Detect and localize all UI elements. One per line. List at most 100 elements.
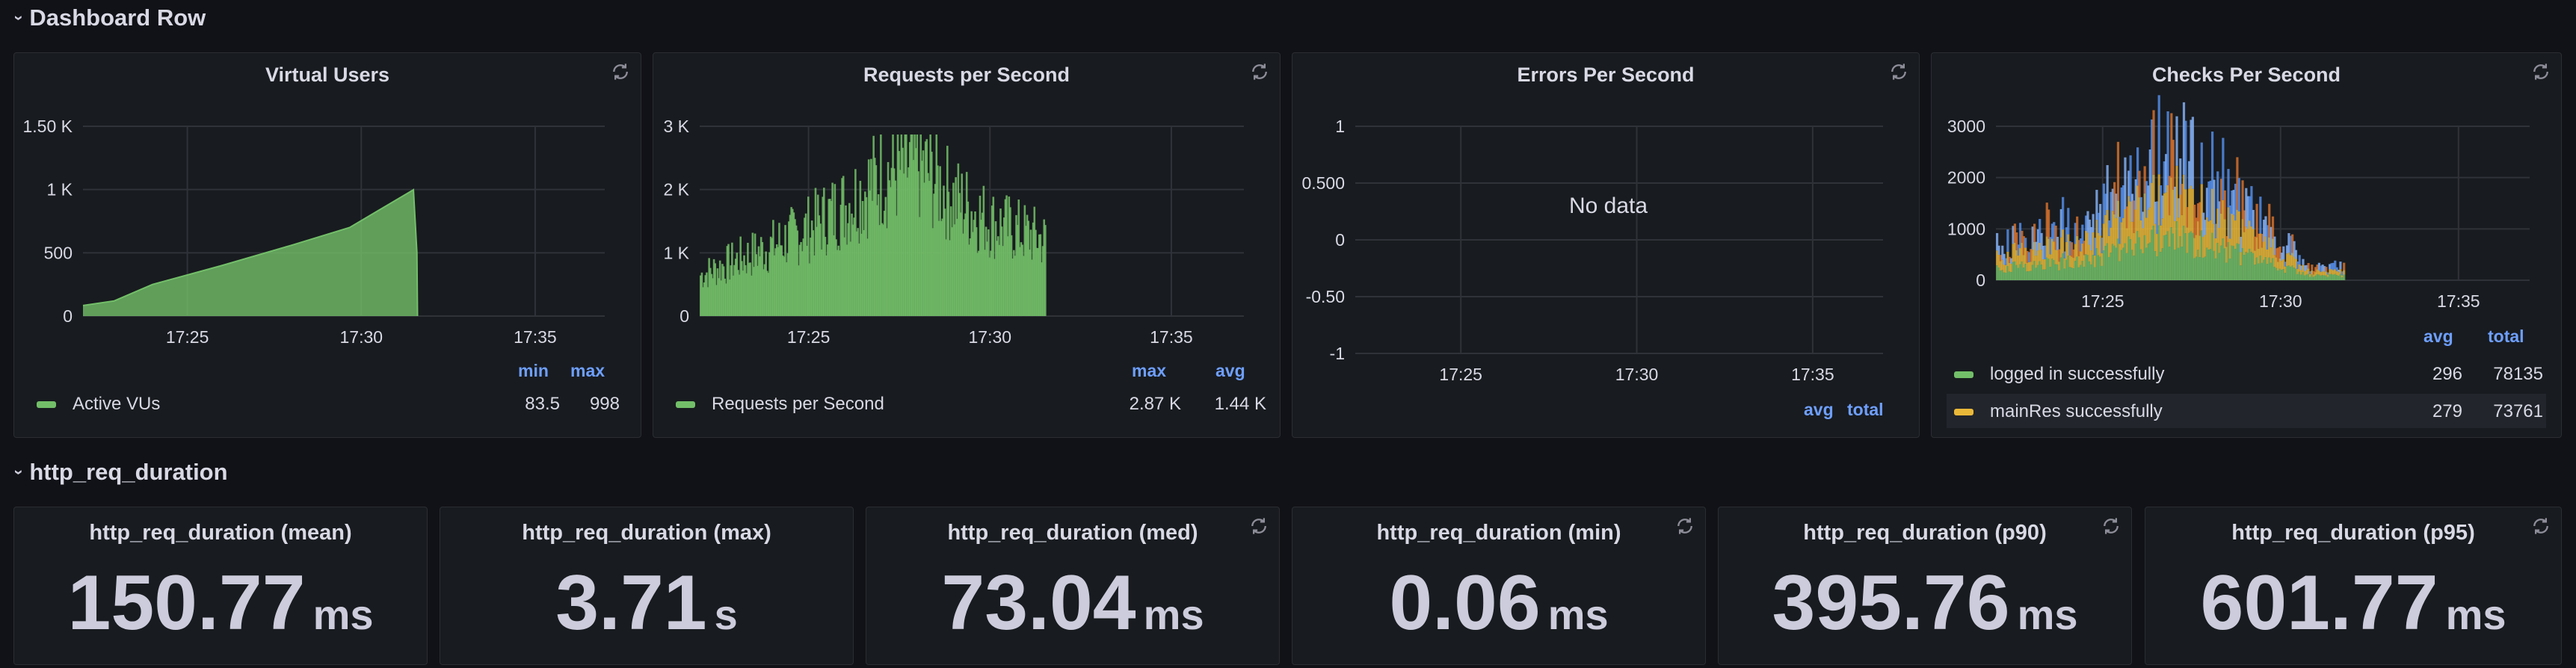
refresh-icon[interactable] (1674, 515, 1696, 537)
y-tick-label: -0.50 (1306, 287, 1345, 306)
bar (2289, 255, 2292, 267)
bar (2102, 223, 2105, 251)
legend-header-avg[interactable]: avg (2424, 327, 2453, 346)
bar (742, 270, 745, 316)
chart-virtual-users: 0 500 1 K 1.50 K 17:25 17:30 17:35 (23, 117, 605, 347)
stat-panel-p95[interactable]: http_req_duration (p95) 601.77 ms (2145, 507, 2562, 665)
bar (2280, 253, 2283, 262)
bar (2092, 214, 2095, 232)
bar (946, 146, 949, 316)
bar (2293, 256, 2296, 268)
bar (2136, 147, 2139, 186)
bar (2121, 247, 2125, 280)
series-line-active-vus (82, 188, 419, 317)
bar (2298, 264, 2301, 272)
bar (2116, 141, 2120, 201)
stat-panel-p90[interactable]: http_req_duration (p90) 395.76 ms (1718, 507, 2132, 665)
bar (786, 253, 789, 316)
refresh-icon[interactable] (2530, 515, 2552, 537)
bar (2047, 259, 2050, 280)
bar (2172, 233, 2175, 280)
x-tick-label: 17:35 (1791, 365, 1834, 384)
legend-item-requests[interactable]: Requests per Second (676, 394, 884, 415)
bar (2124, 209, 2127, 244)
legend-item-active-vus[interactable]: Active VUs (37, 394, 160, 415)
stat-panel-max[interactable]: http_req_duration (max) 3.71 s (440, 507, 854, 665)
refresh-icon[interactable] (1248, 515, 1270, 537)
bar (2095, 220, 2098, 249)
bar (2106, 164, 2109, 211)
bar (2177, 198, 2180, 218)
bar (700, 272, 703, 316)
bar (2116, 200, 2120, 239)
bar (1025, 226, 1027, 316)
bar (2296, 268, 2299, 274)
row-header-dashboard[interactable]: › Dashboard Row (10, 1, 206, 34)
bar (2017, 244, 2020, 256)
bar (2317, 274, 2320, 280)
bar (702, 287, 704, 316)
bar (828, 199, 831, 316)
bar (2008, 256, 2011, 263)
bar (2163, 193, 2166, 236)
legend-header-avg[interactable]: avg (1804, 400, 1834, 419)
bar (810, 220, 813, 316)
x-tick-label: 17:30 (339, 327, 383, 347)
bar (708, 258, 710, 316)
bar (1000, 226, 1003, 316)
refresh-icon[interactable] (2530, 61, 2552, 83)
bar (2036, 229, 2039, 251)
bar (2047, 238, 2050, 259)
bar (2010, 264, 2013, 273)
bar (2282, 246, 2285, 260)
refresh-icon[interactable] (1248, 61, 1271, 83)
legend-header-total[interactable]: total (1847, 400, 1884, 419)
legend-header-min[interactable]: min (518, 361, 549, 380)
legend-header-avg[interactable]: avg (1215, 361, 1245, 380)
bar (2130, 250, 2134, 280)
stat-value: 0.06 ms (1292, 559, 1705, 648)
row-header-duration[interactable]: › http_req_duration (10, 456, 228, 489)
legend-header-max[interactable]: max (1132, 361, 1167, 380)
stat-panel-min[interactable]: http_req_duration (min) 0.06 ms (1292, 507, 1706, 665)
bar (2017, 267, 2020, 280)
bar (724, 278, 726, 316)
bar (778, 223, 780, 316)
refresh-icon[interactable] (609, 61, 632, 83)
legend-header-total[interactable]: total (2488, 327, 2524, 346)
bar (959, 212, 962, 316)
bar (2339, 273, 2342, 280)
bar (2143, 235, 2146, 280)
legend-header-max[interactable]: max (570, 361, 606, 380)
bar (2027, 252, 2031, 262)
bar (2053, 259, 2056, 280)
bar (922, 150, 925, 316)
legend-row[interactable]: logged in successfully 296 78135 (1947, 356, 2546, 391)
panel-requests-per-second[interactable]: Requests per Second 0 1 K 2 K 3 K 17:25 17:30… (653, 52, 1281, 438)
bar (2157, 95, 2160, 175)
bar (2335, 275, 2338, 280)
bar (757, 246, 760, 316)
bar (2305, 274, 2308, 280)
bar (2191, 188, 2194, 233)
legend-row[interactable]: mainRes successfully 279 73761 (1947, 394, 2546, 428)
bar (2054, 250, 2057, 265)
stat-panel-mean[interactable]: http_req_duration (mean) 150.77 ms (13, 507, 428, 665)
bar (2072, 249, 2075, 259)
panel-virtual-users[interactable]: Virtual Users 0 500 1 K 1.50 K 17:25 17:30 17:… (13, 52, 641, 438)
bar (2182, 102, 2186, 175)
panel-checks-per-second[interactable]: Checks Per Second 0 1000 2000 3000 17:25 17:3… (1931, 52, 2562, 438)
panel-errors-per-second[interactable]: Errors Per Second -1 -0.50 0 0.500 1 17:25 17:… (1292, 52, 1920, 438)
bar (892, 134, 894, 316)
refresh-icon[interactable] (1888, 61, 1910, 83)
bar (1041, 246, 1044, 316)
bar (712, 259, 715, 316)
bar (2147, 185, 2150, 210)
bar (1022, 256, 1025, 316)
bar (2323, 266, 2326, 272)
series-area-active-vus (83, 190, 418, 316)
bar (2240, 265, 2243, 280)
stat-panel-med[interactable]: http_req_duration (med) 73.04 ms (866, 507, 1280, 665)
refresh-icon[interactable] (2100, 515, 2122, 537)
bar (998, 244, 1001, 316)
